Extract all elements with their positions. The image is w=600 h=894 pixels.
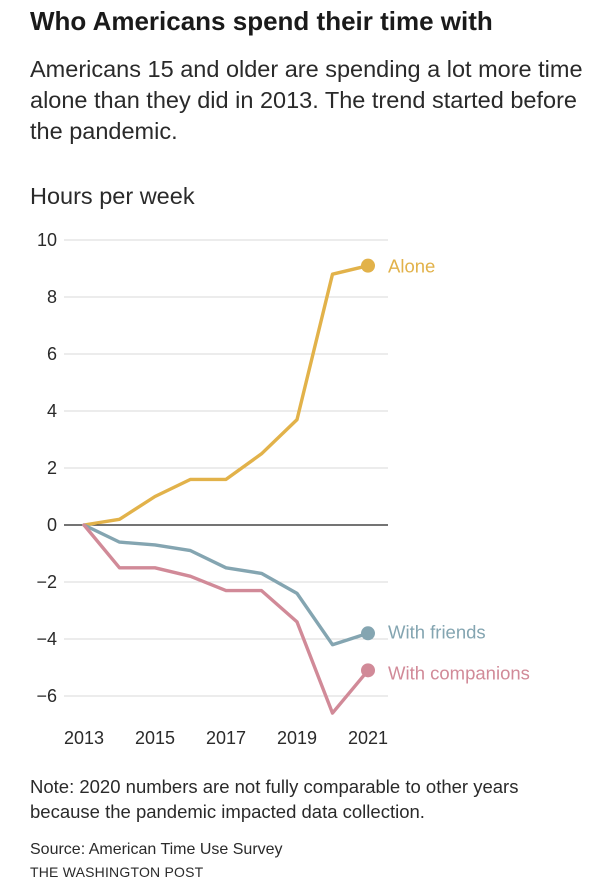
y-axis-label: Hours per week: [30, 183, 195, 209]
series-line-with-friends: [82, 523, 370, 647]
series-end-dot-with-companions: [361, 663, 375, 678]
y-tick-label: 10: [37, 230, 57, 250]
chart-title: Who Americans spend their time with: [30, 6, 493, 36]
x-tick-label: 2015: [135, 728, 175, 748]
chart-source: Source: American Time Use Survey: [30, 841, 283, 858]
y-tick-labels: 10 8 6 4 2 0 −2 −4 −6: [36, 230, 57, 706]
series-labels: Alone With friends With companions: [388, 256, 530, 684]
x-tick-labels: 2013 2015 2017 2019 2021: [64, 728, 388, 748]
series-label-alone: Alone: [388, 256, 435, 277]
series-label-with-friends: With friends: [388, 621, 486, 642]
y-tick-label: 2: [47, 458, 57, 478]
chart-note: Note: 2020 numbers are not fully compara…: [30, 776, 519, 822]
x-tick-label: 2019: [277, 728, 317, 748]
gridlines: [64, 239, 388, 697]
y-tick-label: −4: [36, 629, 57, 649]
y-tick-label: 4: [47, 401, 57, 421]
x-tick-label: 2021: [348, 728, 388, 748]
x-tick-label: 2013: [64, 728, 104, 748]
y-tick-label: 6: [47, 344, 57, 364]
y-tick-label: −2: [36, 572, 57, 592]
series-line-alone: [82, 264, 370, 527]
series-lines: [82, 258, 375, 715]
series-end-dot-with-friends: [361, 626, 375, 641]
y-tick-label: −6: [36, 686, 57, 706]
series-label-with-companions: With companions: [388, 662, 530, 683]
y-tick-label: 0: [47, 515, 57, 535]
x-tick-label: 2017: [206, 728, 246, 748]
series-line-with-companions: [82, 523, 370, 715]
publisher-credit: THE WASHINGTON POST: [30, 864, 204, 880]
series-end-dot-alone: [361, 258, 375, 273]
line-chart: 10 8 6 4 2 0 −2 −4 −6 2013 2015 2017 2019 2021 Alone…: [36, 230, 530, 748]
y-tick-label: 8: [47, 287, 57, 307]
chart-subtitle: Americans 15 and older are spending a lo…: [30, 56, 583, 144]
